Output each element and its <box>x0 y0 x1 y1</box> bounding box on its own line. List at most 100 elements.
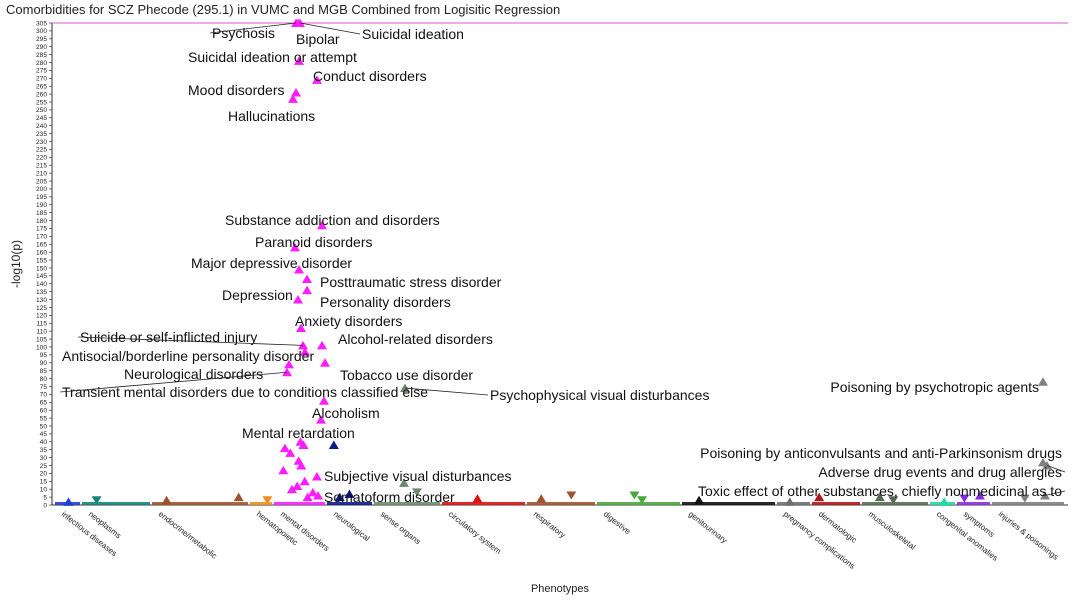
data-point <box>91 496 102 505</box>
point-label: Mood disorders <box>188 82 285 98</box>
data-points <box>63 18 1052 506</box>
y-tick-label: 230 <box>36 139 47 146</box>
label-leader-line <box>404 387 489 396</box>
y-tick-label: 210 <box>36 170 47 177</box>
y-tick-label: 50 <box>40 423 48 430</box>
y-tick-label: 110 <box>36 328 47 335</box>
y-tick-label: 80 <box>40 376 48 383</box>
y-tick-label: 15 <box>40 479 48 486</box>
y-tick-label: 180 <box>36 218 47 225</box>
data-point <box>694 495 705 505</box>
data-point <box>285 448 296 457</box>
point-label: Mental retardation <box>242 425 355 441</box>
label-leader-line <box>299 22 361 35</box>
y-tick-label: 215 <box>36 163 47 170</box>
y-tick-label: 130 <box>36 297 47 304</box>
y-tick-label: 10 <box>40 486 48 493</box>
y-tick-label: 160 <box>36 249 47 256</box>
y-tick-label: 95 <box>40 352 48 359</box>
labeled-data-point <box>290 242 300 252</box>
y-tick-label: 135 <box>36 289 47 296</box>
chart-title: Comorbidities for SCZ Phecode (295.1) in… <box>6 2 561 17</box>
y-tick-label: 300 <box>36 28 47 35</box>
labeled-data-point <box>302 285 312 295</box>
point-label: Alcoholism <box>312 405 380 421</box>
category-band <box>274 502 325 505</box>
point-label: Personality disorders <box>320 294 451 310</box>
y-tick-label: 165 <box>36 242 47 249</box>
labeled-data-point <box>1042 460 1052 470</box>
y-tick-label: 75 <box>40 384 48 391</box>
y-tick-label: 70 <box>40 392 48 399</box>
labeled-data-point <box>317 340 327 350</box>
x-category-label: circulatory system <box>447 509 503 556</box>
data-point <box>888 496 899 505</box>
y-tick-label: 255 <box>36 99 47 106</box>
labeled-data-point <box>313 491 323 500</box>
data-point <box>302 492 313 502</box>
y-tick-label: 100 <box>36 344 47 351</box>
labeled-data-point <box>1038 377 1048 386</box>
y-tick-label: 235 <box>36 131 47 138</box>
data-point <box>286 484 297 494</box>
point-label: Subjective visual disturbances <box>324 468 512 484</box>
data-point <box>959 494 970 503</box>
data-point <box>311 472 322 481</box>
y-tick-label: 25 <box>40 463 48 470</box>
data-point <box>292 481 303 491</box>
labeled-data-point <box>319 396 329 405</box>
point-label: Major depressive disorder <box>191 255 352 271</box>
data-point <box>344 489 355 498</box>
x-category-label: sense organs <box>379 509 422 546</box>
y-tick-label: 145 <box>36 273 47 280</box>
y-tick-label: 120 <box>36 313 47 320</box>
data-point <box>784 497 795 506</box>
y-tick-label: 265 <box>36 84 47 91</box>
point-label: Somatoform disorder <box>324 489 455 505</box>
labeled-data-point <box>295 18 305 27</box>
category-band <box>374 502 440 505</box>
labeled-data-point <box>291 88 301 97</box>
point-label: Posttraumatic stress disorder <box>320 274 502 290</box>
x-category-label: respiratory <box>532 509 567 539</box>
labeled-data-point <box>282 367 292 377</box>
data-point <box>279 443 290 453</box>
labeled-data-point <box>399 478 409 487</box>
data-point <box>334 492 345 502</box>
point-label: Conduct disorders <box>313 68 427 84</box>
labeled-data-point <box>294 56 304 65</box>
category-band <box>992 502 1064 505</box>
labeled-data-point <box>300 347 310 356</box>
data-point <box>637 496 648 505</box>
labeled-data-point <box>312 75 322 84</box>
labeled-data-point <box>400 383 410 393</box>
y-tick-label: 65 <box>40 400 48 407</box>
category-band <box>152 502 248 505</box>
point-label: Poisoning by anticonvulsants and anti-Pa… <box>700 445 1062 461</box>
category-band <box>250 502 272 505</box>
point-label: Transient mental disorders due to condit… <box>62 384 428 400</box>
y-tick-label: 295 <box>36 36 47 43</box>
y-tick-label: 40 <box>40 439 48 446</box>
y-tick-label: 200 <box>36 186 47 193</box>
x-axis-label: Phenotypes <box>531 583 590 595</box>
data-point <box>161 495 172 505</box>
y-tick-label: 35 <box>40 447 48 454</box>
y-tick-label: 220 <box>36 155 47 162</box>
y-tick-label: 195 <box>36 194 47 201</box>
data-point <box>328 440 339 449</box>
category-band <box>327 502 372 505</box>
point-label: Adverse drug events and drug allergies <box>818 464 1062 480</box>
data-point <box>536 494 547 503</box>
point-label: Alcohol-related disorders <box>338 331 493 347</box>
data-point <box>299 476 310 486</box>
y-tick-label: 150 <box>36 265 47 272</box>
labeled-data-point <box>317 220 327 230</box>
point-labels: Psychosis Bipolar Suicidal ideation Suicida… <box>59 22 1066 505</box>
point-label: Anxiety disorders <box>295 313 402 329</box>
label-leader-line <box>77 336 304 346</box>
y-tick-label: 105 <box>36 336 47 343</box>
labeled-data-point <box>296 323 306 333</box>
